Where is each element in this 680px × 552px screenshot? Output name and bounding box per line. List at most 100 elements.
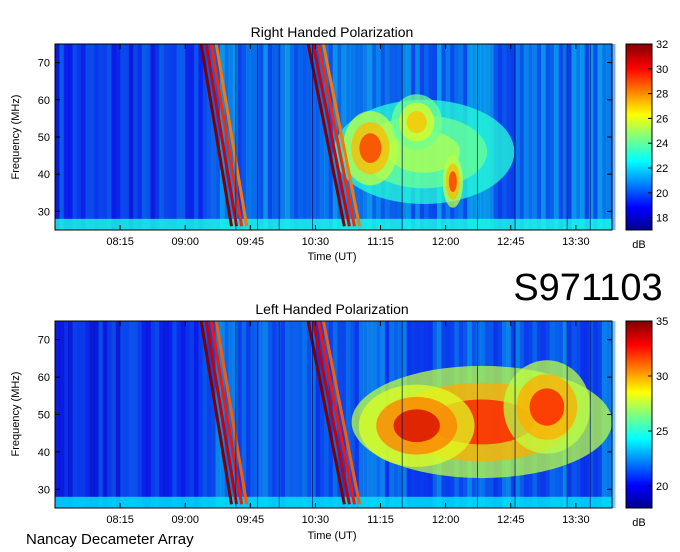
heatmap-column	[272, 44, 277, 230]
colorbar-tick-label: 35	[656, 316, 668, 328]
heatmap-column	[176, 44, 182, 230]
heatmap-column	[98, 321, 104, 508]
y-axis-label: Frequency (MHz)	[10, 372, 22, 457]
x-tick-label: 11:15	[367, 236, 394, 248]
x-tick-label: 09:00	[171, 236, 199, 248]
heatmap-column	[593, 44, 599, 230]
y-axis: 30 40 50 60 70	[38, 335, 612, 496]
x-tick-label: 12:45	[497, 514, 525, 526]
x-tick-label: 08:15	[106, 514, 134, 526]
instrument-label: Nancay Decameter Array	[26, 531, 194, 548]
heatmap-column	[250, 44, 256, 230]
heatmap-column	[319, 321, 325, 508]
x-tick-label: 09:45	[237, 514, 265, 526]
heatmap-column	[198, 321, 204, 508]
heatmap-column	[289, 44, 295, 230]
heatmap-column	[332, 44, 338, 230]
y-tick-label: 60	[38, 372, 50, 384]
heatmap-column	[189, 321, 195, 508]
heatmap-column	[107, 321, 112, 508]
low-frequency-band	[55, 218, 612, 230]
heatmap-column	[202, 321, 208, 508]
heatmap-column	[250, 321, 256, 508]
radio-burst	[311, 43, 351, 227]
heatmap-column	[315, 44, 321, 230]
heatmap-column	[562, 44, 568, 230]
heatmap-column	[185, 44, 191, 230]
x-axis-label: Time (UT)	[307, 251, 356, 263]
x-tick-label: 08:15	[106, 236, 134, 248]
heatmap-column	[237, 44, 243, 230]
chart-title: Left Handed Polarization	[255, 301, 408, 317]
radio-burst	[204, 320, 239, 505]
heatmap-column	[72, 321, 78, 508]
heatmap-column	[180, 44, 186, 230]
heatmap-column	[315, 321, 321, 508]
heatmap-column	[89, 44, 95, 230]
radio-burst	[306, 43, 346, 227]
heatmap-column	[571, 44, 577, 230]
heatmap-column	[302, 44, 308, 230]
radio-burst	[214, 320, 249, 505]
heatmap-column	[280, 44, 286, 230]
chart-title: Right Handed Polarization	[251, 24, 414, 40]
heatmap-column	[133, 321, 138, 508]
heatmap-column	[98, 44, 104, 230]
y-tick-label: 60	[38, 95, 50, 107]
heatmap-column	[280, 321, 286, 508]
radio-burst	[204, 43, 239, 227]
heatmap-column	[597, 44, 603, 230]
heatmap-column	[350, 321, 355, 508]
heatmap-column	[193, 44, 199, 230]
x-tick-label: 13:30	[562, 236, 590, 248]
heatmap-column	[519, 44, 525, 230]
heatmap-column	[68, 44, 73, 230]
emission-region	[529, 388, 565, 426]
heatmap-column	[319, 44, 325, 230]
heatmap-column	[107, 44, 112, 230]
heatmap-column	[94, 321, 99, 508]
heatmap-column	[267, 321, 273, 508]
heatmap-column	[237, 321, 243, 508]
x-axis: 08:15 09:00 09:45 10:30 11:15 12:00 12:45 13:30	[106, 44, 590, 248]
heatmap-column	[601, 44, 607, 230]
heatmap-column	[206, 321, 212, 508]
y-axis: 30 40 50 60 70	[38, 58, 612, 218]
heatmap-column	[167, 44, 173, 230]
heatmap-column	[72, 44, 78, 230]
y-tick-label: 30	[38, 206, 50, 218]
x-tick-label: 12:00	[432, 236, 460, 248]
heatmap-column	[111, 44, 117, 230]
radio-burst	[321, 43, 362, 227]
colorbar-tick-label: 22	[656, 163, 668, 175]
colorbar-label: dB	[632, 517, 645, 529]
x-tick-label: 11:15	[367, 514, 394, 526]
colorbar-tick-label: 24	[656, 138, 668, 150]
heatmap-column	[163, 321, 169, 508]
heatmap-column	[267, 44, 273, 230]
heatmap-column	[532, 44, 538, 230]
emission-region	[393, 409, 440, 443]
heatmap-column	[163, 44, 169, 230]
heatmap-column	[337, 321, 342, 508]
heatmap-column	[141, 44, 147, 230]
heatmap-column	[575, 44, 581, 230]
heatmap-column	[76, 44, 82, 230]
y-tick-label: 70	[38, 335, 50, 347]
heatmap-column	[610, 321, 616, 508]
radio-burst	[306, 320, 346, 505]
y-axis-label: Frequency (MHz)	[10, 95, 22, 180]
panel-right-handed: Right Handed Polarization 08:15 09:00 09:4…	[10, 24, 668, 263]
heatmap-column	[189, 44, 195, 230]
colorbar-tick-label: 26	[656, 113, 668, 125]
heatmap-column	[245, 321, 251, 508]
heatmap-image	[55, 43, 616, 230]
x-tick-label: 10:30	[302, 236, 330, 248]
low-frequency-band	[55, 496, 612, 508]
heatmap-column	[124, 44, 130, 230]
heatmap-column	[306, 44, 312, 230]
heatmap-column	[154, 321, 160, 508]
heatmap-column	[554, 44, 559, 230]
radio-burst	[316, 43, 356, 227]
